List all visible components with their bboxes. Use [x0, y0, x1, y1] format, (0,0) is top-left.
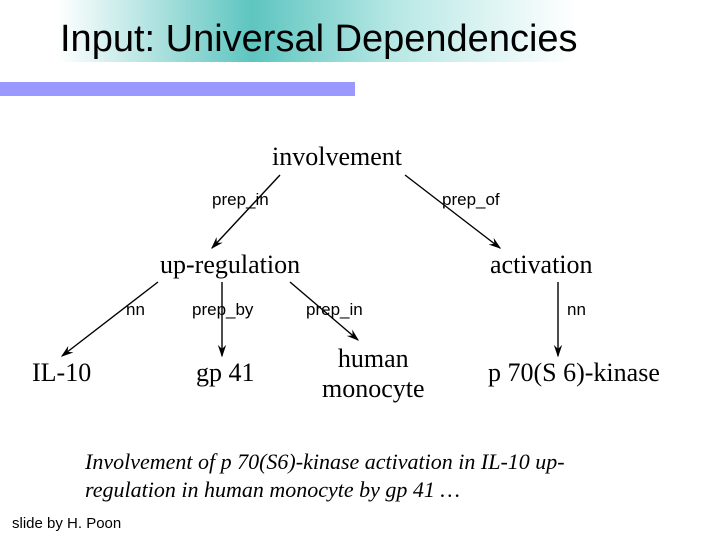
edge-prep-by: prep_by — [192, 300, 253, 320]
node-p70: p 70(S 6)-kinase — [488, 358, 660, 388]
slide-credit: slide by H. Poon — [12, 515, 121, 532]
node-activation: activation — [490, 250, 593, 280]
title-underline — [0, 82, 355, 96]
node-involvement: involvement — [272, 142, 402, 172]
node-gp41: gp 41 — [196, 358, 255, 388]
page-title: Input: Universal Dependencies — [60, 18, 690, 61]
edge-prep-in-1: prep_in — [212, 190, 269, 210]
node-monocyte: humanmonocyte — [322, 344, 425, 404]
edge-nn-2: nn — [567, 300, 586, 320]
node-upregulation: up-regulation — [160, 250, 300, 280]
title-bar: Input: Universal Dependencies — [0, 0, 720, 61]
node-il10: IL-10 — [32, 358, 91, 388]
dependency-tree: involvement up-regulation activation IL-… — [0, 120, 720, 440]
edge-prep-of: prep_of — [442, 190, 500, 210]
example-sentence: Involvement of p 70(S6)-kinase activatio… — [85, 448, 655, 503]
edge-nn-1: nn — [126, 300, 145, 320]
edge-prep-in-2: prep_in — [306, 300, 363, 320]
